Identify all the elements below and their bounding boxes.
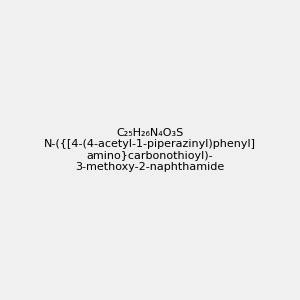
Text: C₂₅H₂₆N₄O₃S
N-({[4-(4-acetyl-1-piperazinyl)phenyl]
amino}carbonothioyl)-
3-metho: C₂₅H₂₆N₄O₃S N-({[4-(4-acetyl-1-piperazin… bbox=[44, 128, 256, 172]
